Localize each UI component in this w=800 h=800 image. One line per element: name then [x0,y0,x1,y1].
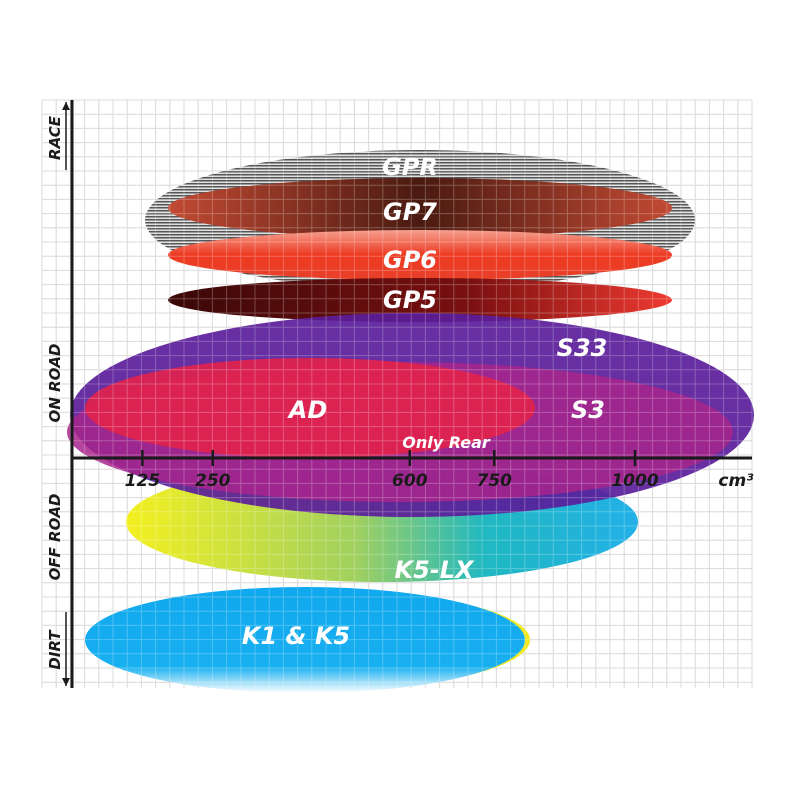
x-axis-unit: cm³ [718,471,754,491]
x-tick-label: 125 [125,471,161,491]
x-tick-label: 750 [477,471,513,491]
ellipse-ad [85,358,535,458]
axes: 125 250 600 750 1000 cm³ RACE ON ROAD OFF ROAD DI… [46,100,754,688]
range-label: K1 & K5 [242,622,350,650]
range-label: S33 [557,334,608,362]
only-rear-annotation: Only Rear [402,433,491,452]
range-label: S3 [571,396,605,424]
range-label: GP7 [383,198,437,226]
ellipse-gp6 [168,230,672,280]
ellipse-gp5 [168,278,672,322]
range-ellipses [67,150,754,693]
y-category-on-road: ON ROAD [46,344,64,423]
range-label: AD [287,396,328,424]
y-category-dirt: DIRT [46,629,64,670]
range-label: GPR [382,153,438,181]
x-tick-label: 1000 [611,471,658,491]
y-category-race: RACE [46,115,64,160]
grid-overlay [41,99,753,688]
range-label: K5-LX [394,556,475,584]
range-label: GP6 [383,246,437,274]
ellipse-gp7 [168,178,672,238]
x-tick-label: 600 [392,471,428,491]
ellipse-k1-k5 [85,587,525,693]
range-label: GP5 [383,286,437,314]
x-tick-label: 250 [195,471,231,491]
y-category-off-road: OFF ROAD [46,494,64,581]
